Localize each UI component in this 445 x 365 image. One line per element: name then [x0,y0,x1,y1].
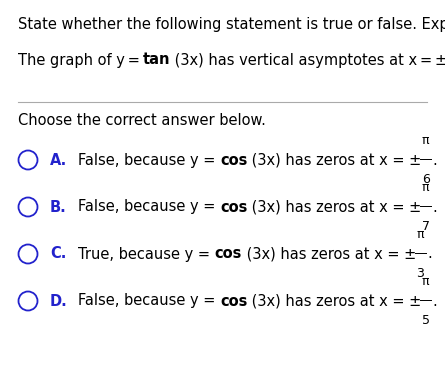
Text: .: . [433,200,437,215]
Text: False, because y =: False, because y = [78,153,220,168]
Text: π: π [417,228,424,241]
Text: cos: cos [220,200,247,215]
Text: tan: tan [143,53,170,68]
Text: π: π [422,181,429,194]
Text: C.: C. [50,246,66,261]
Text: .: . [433,293,437,308]
Text: π: π [422,275,429,288]
Text: (3x) has zeros at x = ±: (3x) has zeros at x = ± [247,293,421,308]
Text: D.: D. [50,293,68,308]
Text: 6: 6 [422,173,429,186]
Text: (3x) has zeros at x = ±: (3x) has zeros at x = ± [242,246,416,261]
Text: The graph of y =: The graph of y = [18,53,143,68]
Text: (3x) has zeros at x = ±: (3x) has zeros at x = ± [247,200,421,215]
Text: cos: cos [220,153,247,168]
Text: cos: cos [220,293,247,308]
Text: 7: 7 [421,220,429,233]
Text: π: π [422,134,429,147]
Text: cos: cos [214,246,242,261]
Text: State whether the following statement is true or false. Explain.: State whether the following statement is… [18,17,445,32]
Text: (3x) has zeros at x = ±: (3x) has zeros at x = ± [247,153,421,168]
Text: .: . [433,153,437,168]
Text: .: . [427,246,432,261]
Text: 5: 5 [421,314,429,327]
Text: False, because y =: False, because y = [78,200,220,215]
Text: 3: 3 [417,267,424,280]
Text: B.: B. [50,200,67,215]
Text: (3x) has vertical asymptotes at x = ±: (3x) has vertical asymptotes at x = ± [170,53,445,68]
Text: Choose the correct answer below.: Choose the correct answer below. [18,113,266,128]
Text: True, because y =: True, because y = [78,246,214,261]
Text: False, because y =: False, because y = [78,293,220,308]
Text: A.: A. [50,153,67,168]
